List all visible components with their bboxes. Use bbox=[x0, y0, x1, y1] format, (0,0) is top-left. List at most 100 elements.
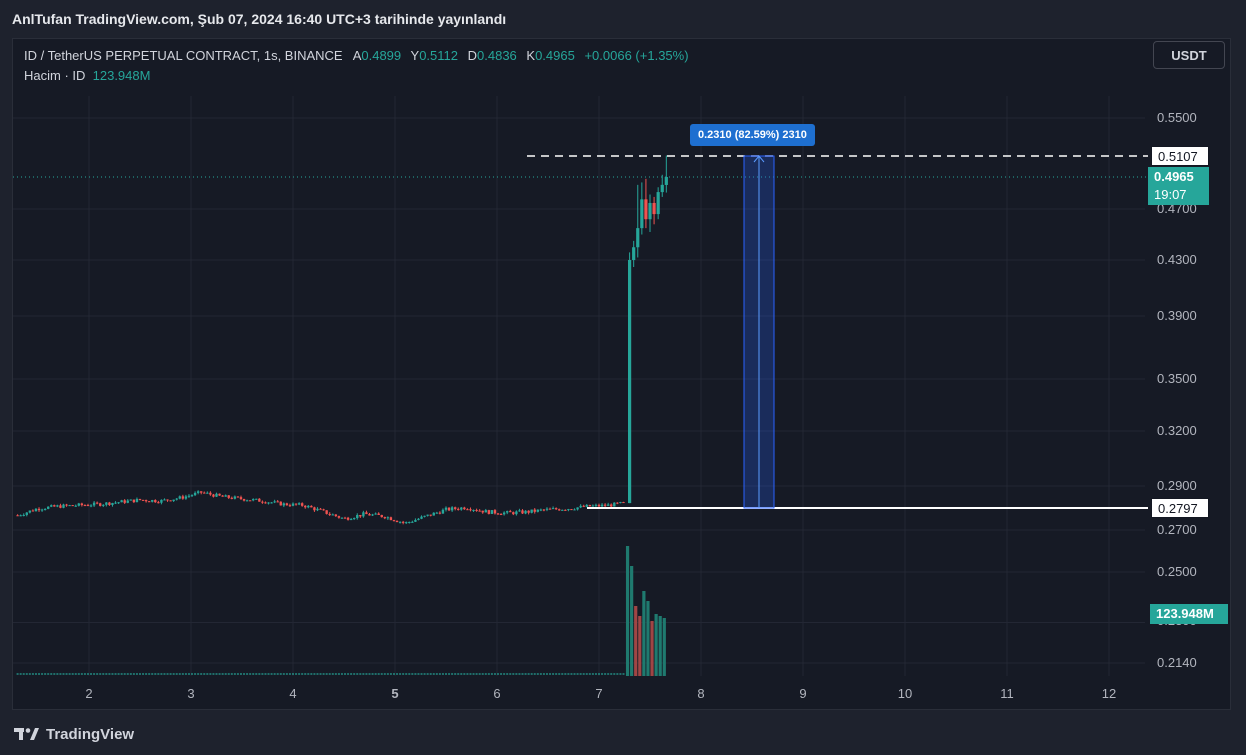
candle-body bbox=[166, 499, 169, 501]
candle-body bbox=[319, 508, 322, 510]
volume-bar bbox=[227, 673, 230, 675]
candle-body bbox=[356, 515, 359, 519]
volume-bar bbox=[454, 673, 457, 675]
candle-body bbox=[224, 495, 227, 497]
legend-open: 0.4899 bbox=[361, 48, 402, 63]
last-price-value: 0.4965 bbox=[1154, 169, 1194, 184]
price-range-label[interactable]: 0.2310 (82.59%) 2310 bbox=[690, 124, 815, 146]
volume-bar bbox=[350, 673, 353, 675]
candle-body bbox=[371, 514, 374, 516]
legend-volume-label[interactable]: Hacim · ID bbox=[24, 68, 86, 83]
candle-body bbox=[426, 514, 429, 516]
volume-bar bbox=[166, 673, 169, 675]
time-tick-label: 5 bbox=[391, 686, 399, 701]
candle-body bbox=[19, 515, 22, 517]
volume-bar bbox=[157, 673, 160, 675]
volume-bar bbox=[650, 621, 654, 676]
volume-bar bbox=[389, 673, 392, 675]
candle-body bbox=[475, 509, 478, 511]
volume-bar bbox=[31, 673, 34, 675]
volume-bar bbox=[233, 673, 236, 675]
candle-body bbox=[660, 184, 664, 193]
time-tick-label: 9 bbox=[799, 686, 807, 701]
time-tick-label: 7 bbox=[595, 686, 603, 701]
candle-body bbox=[398, 521, 402, 523]
candle-body bbox=[92, 502, 96, 506]
footer-brand[interactable]: TradingView bbox=[14, 722, 134, 746]
candle-body bbox=[386, 517, 390, 519]
volume-bar bbox=[610, 673, 613, 675]
volume-bar bbox=[25, 673, 28, 675]
volume-bar bbox=[417, 673, 420, 675]
candle-body bbox=[441, 509, 445, 514]
volume-bar bbox=[405, 673, 408, 675]
candle-body bbox=[86, 505, 90, 507]
candle-body bbox=[554, 508, 558, 510]
candle-body bbox=[34, 508, 38, 512]
volume-bar bbox=[252, 673, 255, 675]
volume-bar bbox=[178, 673, 181, 675]
candle-body bbox=[567, 509, 570, 511]
volume-bar bbox=[129, 673, 132, 675]
candle-body bbox=[447, 507, 451, 511]
candle-body bbox=[628, 260, 632, 504]
time-tick-label: 3 bbox=[187, 686, 195, 701]
volume-bar bbox=[279, 673, 282, 675]
time-tick-label: 4 bbox=[289, 686, 297, 701]
candle-body bbox=[429, 514, 432, 516]
footer-brand-name: TradingView bbox=[46, 725, 135, 743]
candle-body bbox=[233, 496, 237, 499]
legend-open-key: A bbox=[352, 48, 362, 63]
chart-frame[interactable] bbox=[12, 38, 1231, 710]
legend-volume-value: 123.948M bbox=[92, 68, 151, 83]
volume-bar bbox=[445, 673, 447, 675]
candle-body bbox=[89, 505, 93, 507]
volume-bar bbox=[282, 673, 285, 675]
candle-body bbox=[74, 505, 77, 507]
candle-body bbox=[200, 491, 203, 493]
volume-bar bbox=[549, 673, 552, 675]
candle-body bbox=[610, 504, 613, 507]
price-tick-label: 0.4300 bbox=[1157, 252, 1197, 267]
candle-body bbox=[304, 505, 307, 508]
volume-bar bbox=[307, 673, 310, 675]
candle-body bbox=[346, 517, 350, 520]
candle-body bbox=[313, 507, 316, 511]
volume-bar bbox=[582, 673, 585, 675]
volume-bar bbox=[230, 673, 233, 675]
volume-bar bbox=[154, 673, 157, 675]
volume-bar bbox=[96, 673, 99, 675]
volume-tag: 123.948M bbox=[1150, 604, 1228, 624]
volume-bar bbox=[448, 673, 451, 675]
candle-body bbox=[215, 493, 218, 497]
volume-bar bbox=[288, 673, 291, 675]
volume-bar bbox=[65, 673, 68, 675]
price-tick-label: 0.3900 bbox=[1157, 308, 1197, 323]
candle-body bbox=[169, 500, 172, 502]
volume-bar bbox=[654, 614, 658, 676]
volume-bar bbox=[497, 673, 500, 675]
candle-body bbox=[28, 510, 32, 513]
volume-bar bbox=[438, 673, 441, 675]
volume-bar bbox=[359, 673, 362, 675]
candle-body bbox=[579, 505, 582, 508]
volume-bar bbox=[555, 673, 558, 675]
volume-bar bbox=[337, 673, 340, 675]
legend-symbol[interactable]: ID / TetherUS PERPETUAL CONTRACT, 1s, BI… bbox=[24, 48, 343, 63]
volume-bar bbox=[441, 673, 444, 675]
currency-button[interactable]: USDT bbox=[1153, 41, 1225, 69]
volume-bar bbox=[625, 546, 630, 676]
volume-bar bbox=[270, 673, 273, 675]
volume-bar bbox=[642, 591, 646, 676]
volume-bar bbox=[484, 673, 487, 675]
candle-body bbox=[408, 521, 411, 523]
candle-body bbox=[613, 502, 616, 507]
volume-bar bbox=[340, 673, 343, 675]
volume-bar bbox=[108, 673, 111, 675]
volume-bar bbox=[206, 673, 209, 675]
candle-body bbox=[193, 492, 197, 496]
volume-bar bbox=[28, 673, 31, 675]
volume-bar bbox=[380, 673, 383, 675]
candle-body bbox=[603, 504, 607, 506]
